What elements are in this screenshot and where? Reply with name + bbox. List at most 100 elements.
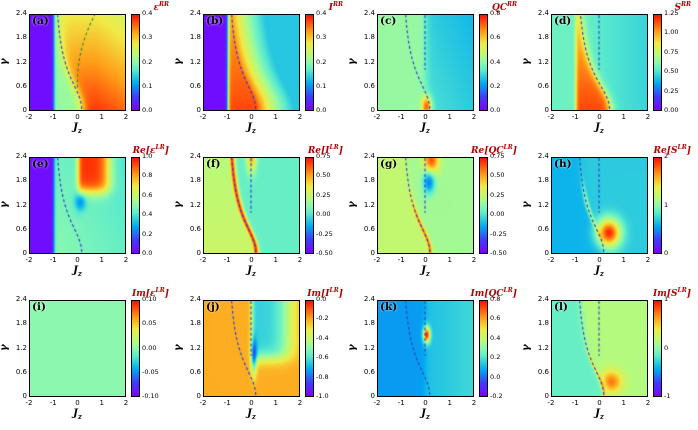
colorbar-title: IRR <box>175 1 343 13</box>
title-suffix: ] <box>164 289 169 299</box>
heatmap-canvas <box>30 158 125 253</box>
colorbar-tick: -0.25 <box>316 229 333 238</box>
x-axis-label: Jz <box>377 408 474 422</box>
heatmap-panel-f: Re[ILR] γ 2.4 1.8 1.2 0.6 0 (f) 0.75 0.50 0.25… <box>173 144 349 287</box>
colorbar-tick-labels: 2 1 0 <box>664 153 694 257</box>
colorbar-tick: 0.25 <box>316 190 331 199</box>
x-label-subscript: z <box>425 412 430 421</box>
x-tick-labels: -2 -1 0 1 2 <box>374 399 477 408</box>
y-tick: 0.6 <box>15 224 27 233</box>
y-tick: 0 <box>22 106 27 114</box>
y-tick: 2.4 <box>189 152 201 160</box>
title-prefix: Re[ <box>653 146 672 156</box>
colorbar-tick-labels: 1.25 1.00 0.75 0.50 0.25 0.00 <box>664 10 694 114</box>
y-tick: 1.8 <box>15 319 27 328</box>
y-tick: 0.6 <box>537 224 549 233</box>
heatmap-panel-e: Re[εLR] γ 2.4 1.8 1.2 0.6 0 (e) 1.0 0.8 0.6 0.4… <box>0 144 175 287</box>
title-superscript: LR <box>503 287 513 294</box>
x-tick: -2 <box>547 256 555 264</box>
colorbar-tick: 0.0 <box>490 106 501 114</box>
title-prefix: Re[ <box>307 146 326 156</box>
title-superscript: LR <box>329 287 339 294</box>
colorbar-tick: 0.2 <box>490 81 501 90</box>
title-prefix: Im[ <box>307 289 326 299</box>
x-tick: -1 <box>49 399 57 407</box>
x-tick: 0 <box>423 399 428 407</box>
colorbar-tick-labels: 0.10 0.05 0.00 -0.05 -0.10 <box>142 296 172 400</box>
x-tick: 1 <box>273 256 278 264</box>
colorbar-tick: 0.75 <box>316 152 331 160</box>
colorbar-tick: 0.3 <box>142 33 153 42</box>
colorbar-title: Re[ILR] <box>175 144 343 156</box>
title-symbol: QC <box>488 146 504 156</box>
colorbar-tick: 1 <box>664 295 669 303</box>
x-tick: -2 <box>25 399 33 407</box>
x-tick-labels: -2 -1 0 1 2 <box>200 399 303 408</box>
colorbar-tick: 0 <box>664 249 669 257</box>
x-tick: 1 <box>273 399 278 407</box>
title-symbol: S <box>671 289 678 299</box>
y-tick: 1.2 <box>189 200 201 209</box>
x-tick: -1 <box>223 256 231 264</box>
colorbar-tick: 2 <box>664 152 669 160</box>
colorbar-tick: 0.6 <box>142 190 153 199</box>
y-tick-labels: 2.4 1.8 1.2 0.6 0 <box>181 10 201 114</box>
x-label-base: J <box>421 408 426 419</box>
y-tick: 2.4 <box>363 9 375 17</box>
colorbar-tick: -0.2 <box>316 314 329 323</box>
x-tick: -2 <box>373 113 381 121</box>
x-label-base: J <box>421 122 426 133</box>
panel-letter: (d) <box>554 15 572 27</box>
panel-letter: (h) <box>554 158 572 170</box>
colorbar-tick: 0.4 <box>142 210 153 219</box>
y-tick: 2.4 <box>15 152 27 160</box>
colorbar-tick: 0.4 <box>142 9 153 17</box>
colorbar-tick: -0.8 <box>316 372 329 381</box>
x-tick: -2 <box>25 113 33 121</box>
y-tick: 1.8 <box>363 176 375 185</box>
x-tick: 2 <box>471 399 477 407</box>
colorbar-title: Im[QCLR] <box>349 287 518 299</box>
heatmap-canvas <box>204 158 299 253</box>
y-tick: 0.6 <box>537 81 549 90</box>
title-symbol: QC <box>488 289 504 299</box>
y-tick: 0 <box>370 106 375 114</box>
title-suffix: ] <box>164 146 169 156</box>
heatmap-panel-d: SRR γ 2.4 1.8 1.2 0.6 0 (d) 1.25 1.00 0.75 0.50… <box>521 1 697 144</box>
colorbar-tick: 0.8 <box>142 171 153 180</box>
title-suffix: ] <box>512 289 517 299</box>
y-tick: 2.4 <box>537 295 549 303</box>
y-tick: 1.2 <box>363 57 375 66</box>
colorbar-title: QCRR <box>349 1 517 13</box>
x-tick: 1 <box>447 256 452 264</box>
colorbar <box>653 300 662 397</box>
colorbar-tick-labels: 1 0 -1 <box>664 296 694 400</box>
y-tick: 1.2 <box>363 200 375 209</box>
title-superscript: LR <box>503 144 513 151</box>
x-axis-label: Jz <box>203 122 300 136</box>
x-tick: -1 <box>223 113 231 121</box>
title-prefix: Re[ <box>132 146 151 156</box>
x-tick: 2 <box>471 113 477 121</box>
y-tick: 1.8 <box>189 33 201 42</box>
x-label-base: J <box>73 122 78 133</box>
colorbar-tick: 0.05 <box>142 319 157 328</box>
colorbar-tick: -0.10 <box>142 392 159 400</box>
title-suffix: ] <box>338 289 343 299</box>
colorbar <box>305 157 314 254</box>
colorbar-tick: 0.10 <box>142 295 157 303</box>
x-tick-labels: -2 -1 0 1 2 <box>374 256 477 265</box>
colorbar <box>479 157 488 254</box>
y-tick: 1.8 <box>537 33 549 42</box>
title-prefix: Im[ <box>470 289 489 299</box>
x-tick: -1 <box>49 256 57 264</box>
x-label-base: J <box>595 122 600 133</box>
y-tick: 2.4 <box>363 152 375 160</box>
colorbar-tick: 0.50 <box>490 171 505 180</box>
x-tick: 2 <box>471 256 477 264</box>
x-label-subscript: z <box>77 412 82 421</box>
colorbar-tick: 0.0 <box>490 372 501 381</box>
colorbar-tick: 0.6 <box>490 314 501 323</box>
x-label-base: J <box>421 265 426 276</box>
